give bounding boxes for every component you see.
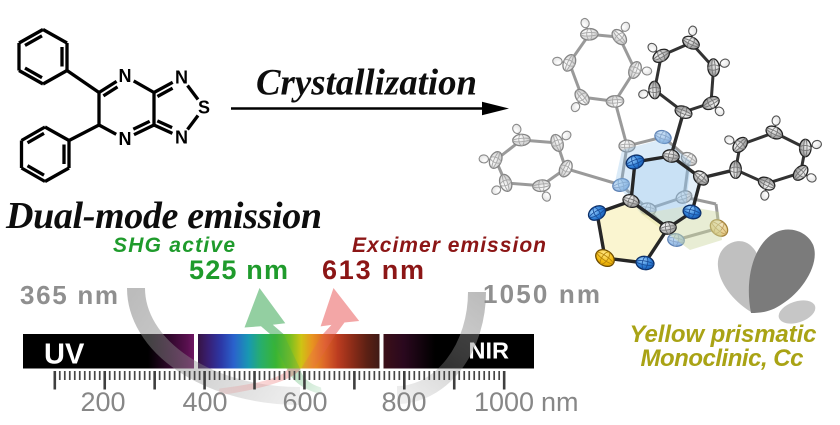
svg-text:Yellow prismatic: Yellow prismatic <box>630 321 817 348</box>
svg-text:N: N <box>119 129 132 149</box>
svg-text:Dual-mode emission: Dual-mode emission <box>5 195 322 237</box>
svg-text:UV: UV <box>44 339 85 371</box>
svg-text:SHG active: SHG active <box>113 234 235 257</box>
svg-text:Crystallization: Crystallization <box>256 63 477 104</box>
svg-text:613 nm: 613 nm <box>322 255 424 285</box>
svg-text:525 nm: 525 nm <box>189 255 288 285</box>
svg-text:nm: nm <box>541 387 579 417</box>
svg-text:600: 600 <box>282 387 327 417</box>
svg-text:N: N <box>175 128 188 148</box>
svg-text:N: N <box>175 68 188 88</box>
svg-text:1050 nm: 1050 nm <box>483 279 600 309</box>
svg-text:400: 400 <box>182 387 227 417</box>
svg-text:800: 800 <box>381 387 426 417</box>
svg-text:200: 200 <box>80 387 125 417</box>
svg-text:S: S <box>198 98 210 118</box>
svg-text:365 nm: 365 nm <box>20 280 118 310</box>
svg-text:Monoclinic, Cc: Monoclinic, Cc <box>641 345 804 372</box>
svg-text:Excimer emission: Excimer emission <box>352 234 546 257</box>
svg-text:1000: 1000 <box>474 387 534 417</box>
svg-text:N: N <box>119 66 132 86</box>
